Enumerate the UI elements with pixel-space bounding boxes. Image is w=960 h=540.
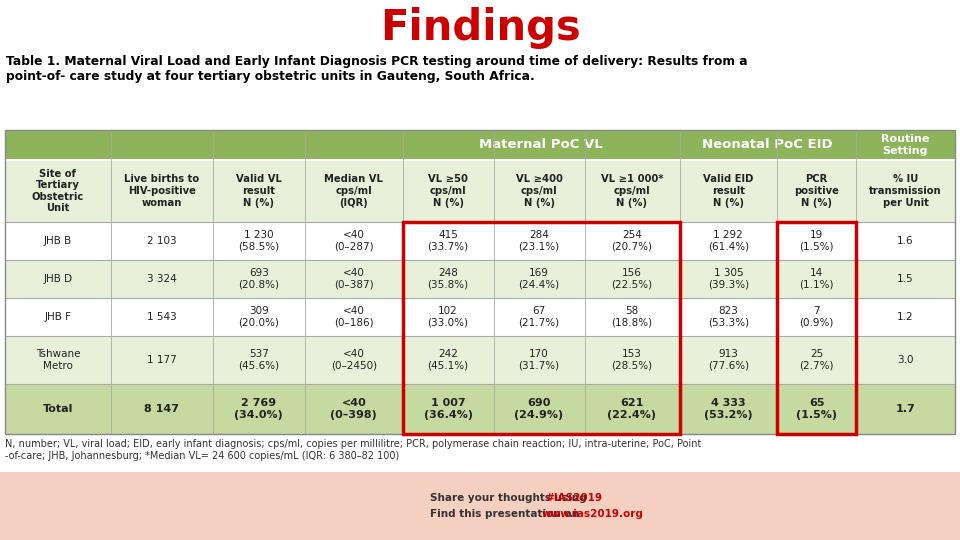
Text: 1 177: 1 177 [147,355,177,365]
Text: 913
(77.6%): 913 (77.6%) [708,349,749,371]
Bar [5,336,955,384]
Text: 3.0: 3.0 [898,355,914,365]
Text: 8 147: 8 147 [144,404,180,414]
Text: 415
(33.7%): 415 (33.7%) [427,230,468,252]
Text: 7
(0.9%): 7 (0.9%) [800,306,833,328]
Text: Table 1. Maternal Viral Load and Early Infant Diagnosis PCR testing around time : Table 1. Maternal Viral Load and Early I… [6,55,748,83]
Text: 248
(35.8%): 248 (35.8%) [427,268,468,290]
Text: 65
(1.5%): 65 (1.5%) [796,398,837,420]
Text: 2 103: 2 103 [147,236,177,246]
Text: Live births to
HIV-positive
woman: Live births to HIV-positive woman [124,174,200,207]
Text: 102
(33.0%): 102 (33.0%) [427,306,468,328]
Text: Site of
Tertiary
Obstetric
Unit: Site of Tertiary Obstetric Unit [32,168,84,213]
Text: VL ≥400
cps/ml
N (%): VL ≥400 cps/ml N (%) [516,174,563,207]
Text: 1 305
(39.3%): 1 305 (39.3%) [708,268,749,290]
Text: Neonatal PoC EID: Neonatal PoC EID [703,138,833,152]
Text: 1.6: 1.6 [898,236,914,246]
Bar [5,384,955,434]
Text: 284
(23.1%): 284 (23.1%) [518,230,560,252]
Text: 1 230
(58.5%): 1 230 (58.5%) [238,230,279,252]
Text: 309
(20.0%): 309 (20.0%) [238,306,279,328]
Bar [5,130,955,434]
Text: 823
(53.3%): 823 (53.3%) [708,306,749,328]
Text: VL ≥50
cps/ml
N (%): VL ≥50 cps/ml N (%) [428,174,468,207]
Text: <40
(0–398): <40 (0–398) [330,398,377,420]
Text: 537
(45.6%): 537 (45.6%) [238,349,279,371]
Text: Valid VL
result
N (%): Valid VL result N (%) [236,174,281,207]
Text: JHB F: JHB F [44,312,71,322]
Text: Routine
Setting: Routine Setting [881,134,929,156]
Text: 14
(1.1%): 14 (1.1%) [800,268,834,290]
Text: 1.7: 1.7 [896,404,915,414]
Text: JHB B: JHB B [44,236,72,246]
Text: <40
(0–186): <40 (0–186) [334,306,373,328]
Text: 2 769
(34.0%): 2 769 (34.0%) [234,398,283,420]
Text: 67
(21.7%): 67 (21.7%) [518,306,560,328]
Text: 1.5: 1.5 [898,274,914,284]
Text: 169
(24.4%): 169 (24.4%) [518,268,560,290]
Bar [5,298,955,336]
Bar [5,160,955,222]
Text: <40
(0–2450): <40 (0–2450) [331,349,377,371]
Text: 58
(18.8%): 58 (18.8%) [612,306,653,328]
Text: Total: Total [43,404,73,414]
Bar [5,222,955,260]
Text: www.ias2019.org: www.ias2019.org [542,509,644,519]
Text: JHB D: JHB D [43,274,73,284]
Text: 25
(2.7%): 25 (2.7%) [800,349,834,371]
Bar [5,130,955,160]
Text: <40
(0–287): <40 (0–287) [334,230,373,252]
Text: 4 333
(53.2%): 4 333 (53.2%) [704,398,753,420]
Text: 693
(20.8%): 693 (20.8%) [238,268,279,290]
Text: Valid EID
result
N (%): Valid EID result N (%) [703,174,754,207]
Text: VL ≥1 000*
cps/ml
N (%): VL ≥1 000* cps/ml N (%) [601,174,663,207]
Text: 621
(22.4%): 621 (22.4%) [608,398,657,420]
Text: Share your thoughts using: Share your thoughts using [430,493,590,503]
Text: 690
(24.9%): 690 (24.9%) [515,398,564,420]
Text: 1 292
(61.4%): 1 292 (61.4%) [708,230,749,252]
Text: 242
(45.1%): 242 (45.1%) [427,349,468,371]
Bar [778,222,856,434]
Text: Tshwane
Metro: Tshwane Metro [36,349,81,371]
Text: 153
(28.5%): 153 (28.5%) [612,349,653,371]
Bar [5,260,955,298]
Text: Findings: Findings [379,7,581,49]
Text: N, number; VL, viral load; EID, early infant diagnosis; cps/ml, copies per milli: N, number; VL, viral load; EID, early in… [5,439,702,461]
Text: 1 007
(36.4%): 1 007 (36.4%) [423,398,472,420]
Bar [402,222,680,434]
Text: Find this presentation on: Find this presentation on [430,509,583,519]
Text: <40
(0–387): <40 (0–387) [334,268,373,290]
Text: Median VL
cps/ml
(IQR): Median VL cps/ml (IQR) [324,174,383,207]
Text: 1.2: 1.2 [898,312,914,322]
Bar [0,472,960,540]
Text: 1 543: 1 543 [147,312,177,322]
Text: 156
(22.5%): 156 (22.5%) [612,268,653,290]
Text: 19
(1.5%): 19 (1.5%) [800,230,834,252]
Text: % IU
transmission
per Unit: % IU transmission per Unit [869,174,942,207]
Text: 170
(31.7%): 170 (31.7%) [518,349,560,371]
Text: 254
(20.7%): 254 (20.7%) [612,230,653,252]
Text: #IAS2019: #IAS2019 [545,493,602,503]
Text: Maternal PoC VL: Maternal PoC VL [479,138,603,152]
Text: PCR
positive
N (%): PCR positive N (%) [794,174,839,207]
Text: 3 324: 3 324 [147,274,177,284]
